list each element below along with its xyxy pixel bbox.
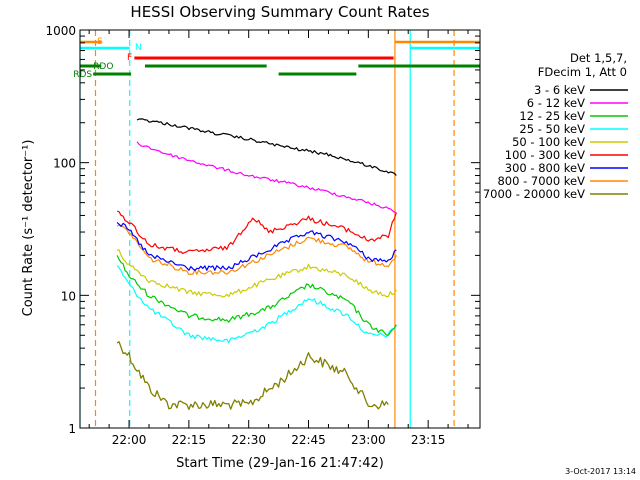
y-tick-label: 1 xyxy=(68,422,76,436)
legend-label-100-300-kev: 100 - 300 keV xyxy=(505,148,585,162)
y-tick-label: 1000 xyxy=(45,24,76,38)
series-line-300-800-kev xyxy=(116,221,397,271)
legend-label-12-25-kev: 12 - 25 keV xyxy=(519,109,585,123)
chart-title: HESSI Observing Summary Count Rates xyxy=(130,3,429,21)
flag-label-n: N xyxy=(135,43,142,53)
legend-label-50-100-kev: 50 - 100 keV xyxy=(512,135,585,149)
legend-label-7000-20000-kev: 7000 - 20000 keV xyxy=(483,187,585,201)
legend-label-800-7000-kev: 800 - 7000 keV xyxy=(497,174,585,188)
series-layer xyxy=(116,118,397,411)
y-axis-title: Count Rate (s⁻¹ detector⁻¹) xyxy=(21,140,36,317)
legend-label-300-800-kev: 300 - 800 keV xyxy=(505,161,585,175)
flag-label-f: F xyxy=(127,53,132,63)
series-line-50-100-kev xyxy=(117,249,397,298)
x-tick-label: 22:30 xyxy=(231,433,266,447)
y-tick-label: 100 xyxy=(53,157,76,171)
legend-header-line-2: FDecim 1, Att 0 xyxy=(538,65,627,79)
x-tick-label: 22:00 xyxy=(112,433,147,447)
legend-header-line-1: Det 1,5,7, xyxy=(570,51,627,65)
series-line-7000-20000-kev xyxy=(116,341,389,411)
x-axis-title: Start Time (29-Jan-16 21:47:42) xyxy=(176,456,384,471)
flag-label-rds: RDS xyxy=(73,70,92,80)
x-tick-label: 23:15 xyxy=(411,433,446,447)
legend-label-3-6-kev: 3 - 6 keV xyxy=(534,83,585,97)
legend-label-25-50-kev: 25 - 50 keV xyxy=(519,122,585,136)
series-line-3-6-kev xyxy=(136,118,397,176)
flag-label-s: S xyxy=(97,37,103,47)
plot-frame xyxy=(79,29,481,429)
legend-label-6-12-kev: 6 - 12 keV xyxy=(527,96,585,110)
flag-label-rdo: RDO xyxy=(93,62,113,72)
series-line-800-7000-kev xyxy=(116,224,397,275)
series-line-12-25-kev xyxy=(116,255,397,336)
x-tick-label: 22:15 xyxy=(172,433,207,447)
timestamp: 3-Oct-2017 13:14 xyxy=(565,467,636,476)
series-line-100-300-kev xyxy=(116,210,397,255)
series-line-25-50-kev xyxy=(116,265,397,344)
x-tick-label: 22:45 xyxy=(291,433,326,447)
axes: 22:00 22:15 22:30 22:45 23:00 23:15 1 10 100 1000 xyxy=(45,24,481,447)
series-line-6-12-kev xyxy=(136,141,397,214)
y-tick-label: 10 xyxy=(61,289,76,303)
x-tick-label: 23:00 xyxy=(351,433,386,447)
